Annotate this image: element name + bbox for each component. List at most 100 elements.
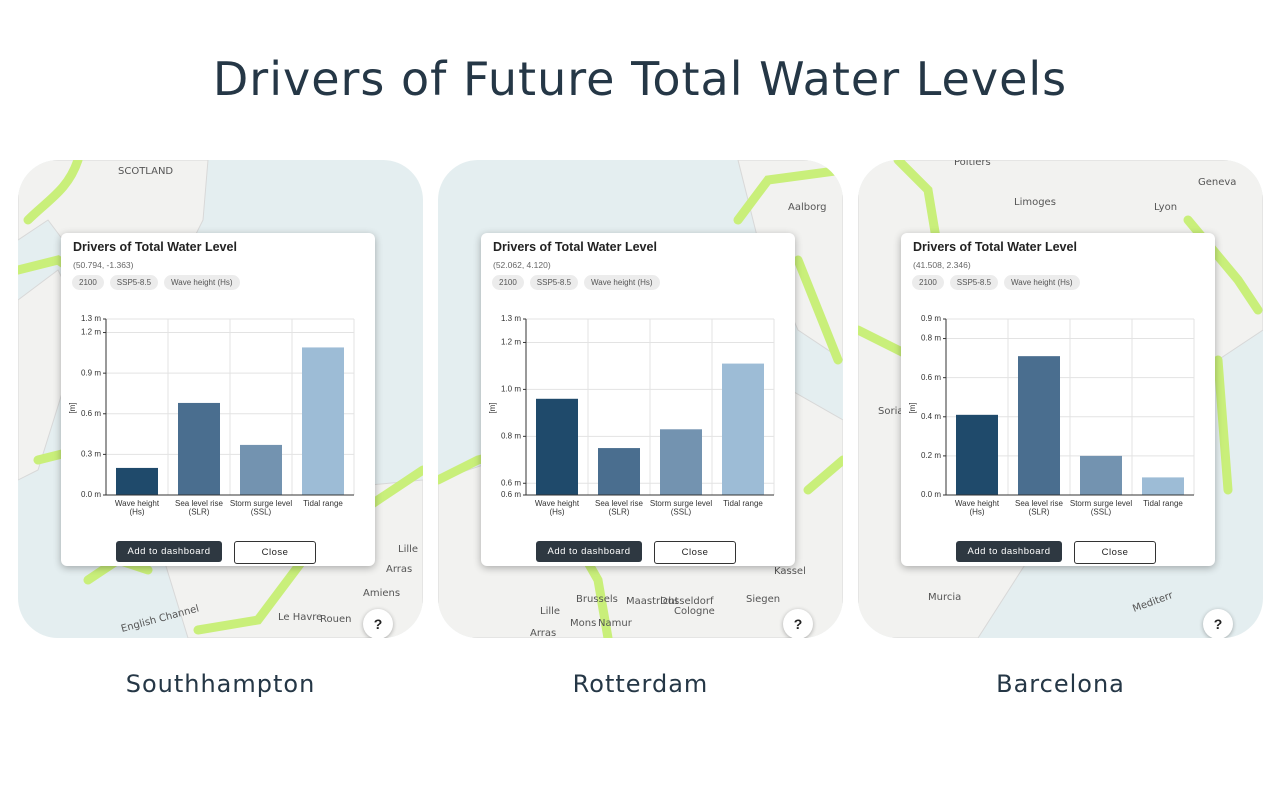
- x-tick-label: Tidal range: [723, 499, 763, 508]
- x-tick-label: Sea level rise: [595, 499, 644, 508]
- y-axis-label: [m]: [488, 402, 497, 413]
- coordinates: (41.508, 2.346): [913, 260, 971, 270]
- map-label: Lille: [398, 544, 418, 555]
- map-label: Cologne: [674, 606, 715, 617]
- y-tick-label: 1.2 m: [501, 338, 521, 347]
- help-button[interactable]: ?: [1203, 609, 1233, 638]
- y-tick-label: 0.2 m: [921, 451, 941, 460]
- y-tick-label: 0.6 m: [501, 478, 521, 487]
- popup: 0.0 m 0.3 m 0.6 m 0.9 m 1.2 m 1.3 m Wave heigh…: [61, 233, 375, 566]
- map-label: Arras: [530, 628, 556, 638]
- popup-title: Drivers of Total Water Level: [73, 240, 237, 254]
- popup: 0.6 m 0.6 m 0.8 m 1.0 m 1.2 m 1.3 m Wave heigh…: [481, 233, 795, 566]
- x-tick-label: Sea level rise: [1015, 499, 1064, 508]
- x-tick-label: Wave height: [115, 499, 160, 508]
- x-tick-label: Wave height: [535, 499, 580, 508]
- tag-list: 2100 SSP5-8.5 Wave height (Hs): [912, 275, 1080, 290]
- x-tick-label: Sea level rise: [175, 499, 224, 508]
- map-label: Murcia: [928, 592, 961, 603]
- map-label: Kassel: [774, 566, 806, 577]
- x-tick-label: Tidal range: [303, 499, 343, 508]
- y-tick-label: 0.8 m: [921, 334, 941, 343]
- y-tick-label: 1.0 m: [501, 385, 521, 394]
- map-label: Soria: [878, 406, 903, 417]
- map-label: Limoges: [1014, 197, 1056, 208]
- tag: 2100: [912, 275, 944, 290]
- bar: [116, 467, 158, 495]
- city-label: Barcelona: [996, 670, 1125, 698]
- city-label: Southhampton: [125, 670, 316, 698]
- add-to-dashboard-button[interactable]: Add to dashboard: [536, 541, 642, 562]
- map-label: Geneva: [1198, 177, 1236, 188]
- y-tick-label: 0.0 m: [921, 490, 941, 499]
- help-button[interactable]: ?: [783, 609, 813, 638]
- bar: [1018, 356, 1060, 495]
- bar: [598, 448, 640, 495]
- close-button[interactable]: Close: [654, 541, 736, 564]
- chart: 0.0 m 0.3 m 0.6 m 0.9 m 1.2 m 1.3 m Wave heigh…: [68, 314, 355, 517]
- bar: [536, 398, 578, 495]
- bar: [1142, 477, 1184, 495]
- y-tick-label: 0.4 m: [921, 412, 941, 421]
- coordinates: (52.062, 4.120): [493, 260, 551, 270]
- popup: 0.0 m 0.2 m 0.4 m 0.6 m 0.8 m 0.9 m Wave heigh…: [901, 233, 1215, 566]
- x-tick-label: (SLR): [189, 508, 210, 517]
- map-label: Arras: [386, 564, 412, 575]
- tag: Wave height (Hs): [1004, 275, 1080, 290]
- map-label: Namur: [598, 618, 633, 629]
- y-tick-label: 0.9 m: [921, 314, 941, 323]
- bar: [178, 402, 220, 495]
- x-tick-label: (SLR): [609, 508, 630, 517]
- close-button[interactable]: Close: [234, 541, 316, 564]
- x-tick-label: (SSL): [671, 508, 692, 517]
- map-panel: SCOTLAND Lille Arras Amiens English Channel L…: [18, 160, 423, 638]
- y-tick-label: 0.6 m: [921, 373, 941, 382]
- tag: SSP5-8.5: [109, 275, 159, 290]
- x-tick-label: (Hs): [129, 508, 144, 517]
- x-tick-label: (SSL): [251, 508, 272, 517]
- bar: [660, 429, 702, 495]
- coastline: [1213, 355, 1233, 495]
- x-tick-label: Storm surge level: [650, 499, 712, 508]
- map-label: Dusseldorf: [660, 596, 714, 607]
- y-axis-label: [m]: [68, 402, 77, 413]
- map-label: Lyon: [1154, 202, 1177, 213]
- close-button[interactable]: Close: [1074, 541, 1156, 564]
- coastline: [803, 455, 843, 495]
- map-label: Maastricht: [626, 596, 679, 607]
- tag: Wave height (Hs): [584, 275, 660, 290]
- bar: [956, 414, 998, 495]
- y-tick-label: 0.9 m: [81, 368, 101, 377]
- tag: SSP5-8.5: [529, 275, 579, 290]
- map-label: SCOTLAND: [118, 166, 173, 177]
- bar: [240, 444, 282, 495]
- page-title: Drivers of Future Total Water Levels: [212, 52, 1068, 106]
- map-label: Amiens: [363, 588, 400, 599]
- chart: 0.6 m 0.6 m 0.8 m 1.0 m 1.2 m 1.3 m Wave heigh…: [488, 314, 775, 517]
- coastline: [23, 160, 83, 225]
- help-button[interactable]: ?: [363, 609, 393, 638]
- add-to-dashboard-button[interactable]: Add to dashboard: [956, 541, 1062, 562]
- map-label: Mediterr: [1131, 590, 1175, 615]
- map-label: Rouen: [320, 614, 351, 625]
- x-tick-label: (Hs): [549, 508, 564, 517]
- tag-list: 2100 SSP5-8.5 Wave height (Hs): [492, 275, 660, 290]
- tag-list: 2100 SSP5-8.5 Wave height (Hs): [72, 275, 240, 290]
- x-tick-label: Tidal range: [1143, 499, 1183, 508]
- coastline: [733, 165, 843, 225]
- map-label: Siegen: [746, 594, 780, 605]
- x-tick-label: Storm surge level: [230, 499, 292, 508]
- popup-title: Drivers of Total Water Level: [913, 240, 1077, 254]
- add-to-dashboard-button[interactable]: Add to dashboard: [116, 541, 222, 562]
- popup-title: Drivers of Total Water Level: [493, 240, 657, 254]
- map-panel: Aalborg Dusseldorf Brussels Maastricht Colog…: [438, 160, 843, 638]
- tag: SSP5-8.5: [949, 275, 999, 290]
- map-panel: Poitiers Limoges Lyon Geneva Soria Murcia Medi…: [858, 160, 1263, 638]
- coordinates: (50.794, -1.363): [73, 260, 134, 270]
- x-tick-label: (Hs): [969, 508, 984, 517]
- coastline: [893, 160, 943, 255]
- x-tick-label: Wave height: [955, 499, 1000, 508]
- y-tick-label: 0.8 m: [501, 431, 521, 440]
- y-tick-label: 0.3 m: [81, 449, 101, 458]
- city-label: Rotterdam: [572, 670, 709, 698]
